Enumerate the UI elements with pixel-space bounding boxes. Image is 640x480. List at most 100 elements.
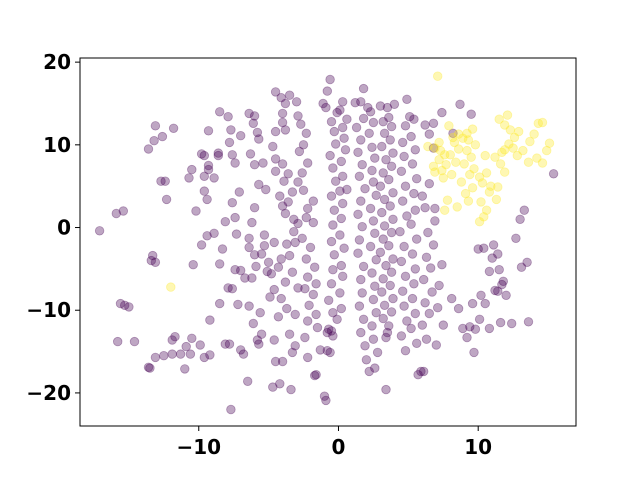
scatter-point	[529, 129, 539, 139]
scatter-point	[326, 191, 337, 201]
scatter-point	[462, 332, 472, 343]
scatter-point	[511, 233, 521, 244]
scatter-point	[398, 137, 408, 148]
scatter-point	[497, 147, 507, 158]
scatter-point	[423, 227, 433, 238]
scatter-point	[413, 370, 423, 380]
scatter-point	[500, 120, 510, 130]
scatter-point	[424, 129, 435, 139]
scatter-point	[417, 191, 428, 201]
scatter-point	[312, 322, 323, 333]
scatter-point	[377, 287, 387, 297]
scatter-point	[544, 138, 555, 148]
scatter-point	[398, 286, 408, 296]
scatter-point	[371, 255, 381, 265]
scatter-point	[379, 221, 390, 231]
scatter-point	[388, 214, 398, 225]
scatter-point	[409, 188, 419, 199]
scatter-point	[537, 158, 548, 168]
scatter-point	[484, 323, 495, 334]
scatter-point	[420, 298, 430, 308]
scatter-point	[466, 152, 476, 162]
scatter-point	[477, 178, 488, 188]
scatter-point	[234, 187, 245, 197]
scatter-point	[199, 186, 210, 196]
scatter-point	[407, 159, 418, 169]
scatter-point	[440, 205, 450, 215]
scatter-point	[324, 324, 334, 334]
scatter-point	[111, 208, 122, 219]
y-tick-label: 20	[43, 50, 71, 74]
scatter-point	[375, 101, 386, 111]
scatter-point	[284, 90, 295, 100]
scatter-point	[255, 308, 265, 318]
scatter-point	[405, 111, 415, 122]
scatter-point	[388, 254, 398, 264]
scatter-point	[419, 274, 429, 285]
scatter-point	[308, 196, 319, 206]
scatter-point	[214, 298, 225, 309]
scatter-point	[410, 264, 421, 274]
scatter-point	[143, 144, 154, 154]
scatter-point	[279, 176, 289, 186]
scatter-point	[421, 334, 432, 344]
scatter-point	[287, 187, 298, 197]
scatter-point	[203, 126, 214, 136]
scatter-point	[363, 102, 373, 113]
scatter-point	[372, 347, 383, 358]
scatter-point	[466, 109, 476, 119]
scatter-point	[261, 184, 271, 195]
scatter-point	[230, 212, 240, 223]
scatter-point	[469, 347, 479, 358]
scatter-point	[235, 130, 246, 141]
scatter-point	[378, 313, 388, 324]
scatter-point	[447, 293, 457, 304]
scatter-point	[227, 150, 238, 160]
scatter-point	[367, 142, 377, 153]
scatter-point	[386, 267, 397, 277]
scatter-point	[453, 129, 464, 139]
scatter-point	[388, 148, 398, 158]
scatter-point	[191, 206, 201, 216]
scatter-point	[354, 235, 365, 245]
scatter-point	[533, 118, 544, 129]
scatter-point	[252, 127, 263, 138]
scatter-point	[448, 132, 458, 143]
scatter-point	[326, 116, 337, 127]
scatter-point	[388, 293, 398, 304]
scatter-point	[386, 121, 397, 132]
scatter-point	[356, 135, 366, 145]
scatter-point	[476, 290, 486, 301]
scatter-point	[416, 366, 426, 377]
scatter-point	[384, 240, 394, 251]
scatter-point	[304, 300, 314, 311]
scatter-point	[335, 288, 345, 298]
scatter-point	[399, 241, 409, 252]
scatter-point	[226, 125, 236, 135]
plot-frame	[79, 57, 577, 427]
scatter-point	[235, 265, 246, 276]
scatter-point	[370, 153, 380, 163]
scatter-point	[199, 171, 210, 182]
scatter-point	[224, 137, 235, 148]
scatter-point	[297, 233, 307, 244]
scatter-point	[331, 139, 341, 149]
scatter-point	[378, 168, 388, 178]
scatter-point	[402, 94, 412, 105]
scatter-point	[202, 194, 212, 205]
scatter-point	[324, 295, 334, 306]
scatter-point	[245, 149, 256, 159]
scatter-point	[170, 332, 180, 342]
scatter-point	[290, 341, 300, 351]
scatter-point	[356, 196, 366, 206]
scatter-point	[180, 364, 190, 374]
scatter-point	[259, 230, 270, 240]
scatter-point	[301, 128, 312, 139]
scatter-point	[360, 341, 370, 351]
scatter-point	[458, 133, 468, 143]
scatter-point	[356, 274, 366, 285]
scatter-point	[419, 366, 429, 377]
scatter-point	[379, 128, 390, 139]
scatter-point	[412, 234, 422, 244]
